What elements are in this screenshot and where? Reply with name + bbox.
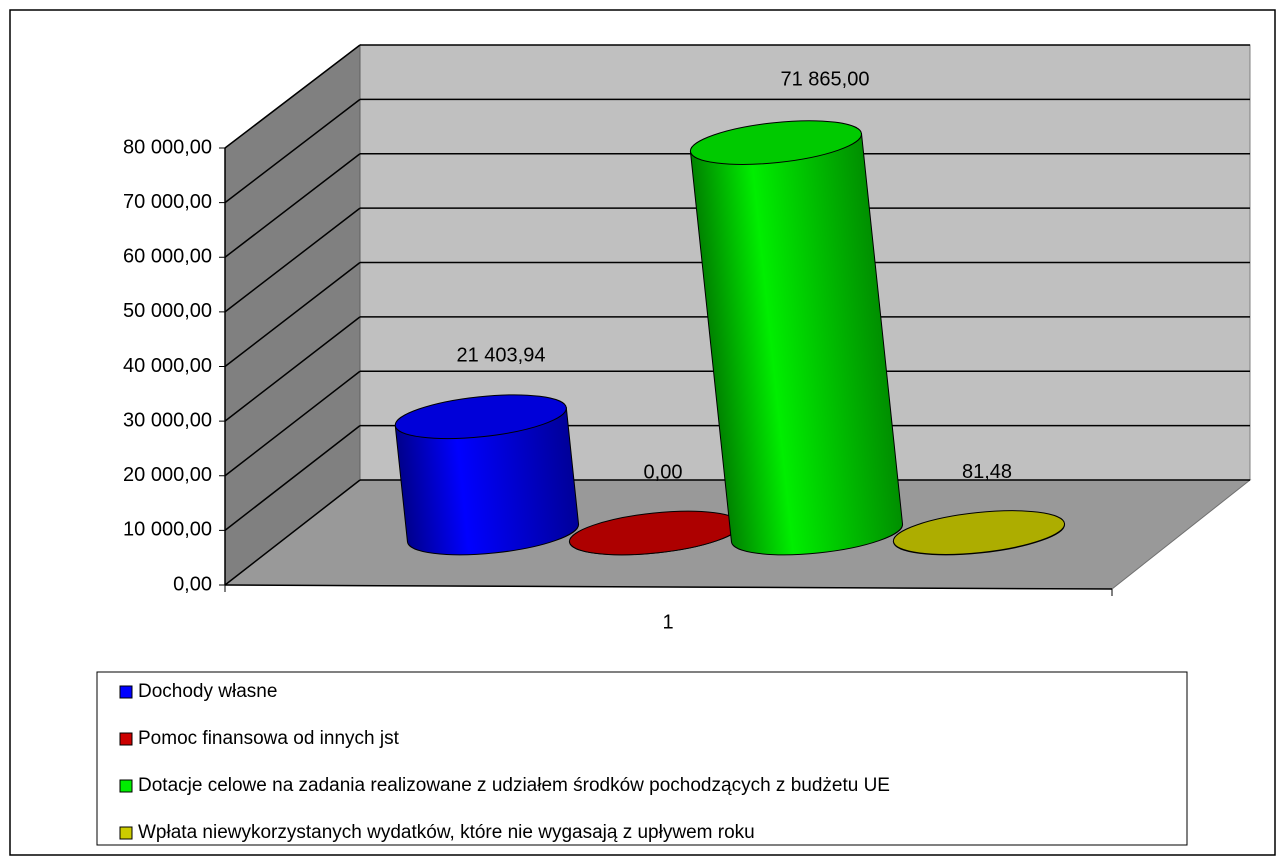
- grid-line: [224, 370, 361, 477]
- x-tick-label: 1: [662, 611, 673, 633]
- cylinder: [689, 120, 904, 556]
- legend-label: Dotacje celowe na zadania realizowane z …: [138, 775, 890, 796]
- grid-line: [224, 207, 361, 313]
- y-tick-label: 20 000,00: [123, 464, 212, 486]
- cylinder: [892, 510, 1066, 556]
- y-tick-label: 10 000,00: [123, 519, 212, 541]
- cylinder: [394, 394, 580, 556]
- data-label: 0,00: [644, 461, 683, 483]
- data-label: 21 403,94: [457, 344, 546, 366]
- y-tick-label: 0,00: [173, 573, 212, 595]
- legend-swatch: [119, 826, 133, 840]
- grid-line: [224, 316, 361, 422]
- legend-label: Pomoc finansowa od innych jst: [138, 728, 400, 749]
- legend: [96, 671, 1188, 846]
- grid-line: [224, 425, 361, 531]
- grid-line: [224, 479, 361, 586]
- y-tick-label: 80 000,00: [123, 136, 212, 158]
- legend-label: Wpłata niewykorzystanych wydatków, które…: [138, 822, 755, 843]
- grid-line: [224, 153, 361, 258]
- y-tick-label: 50 000,00: [123, 300, 212, 322]
- bar: [394, 407, 580, 556]
- grid-line: [224, 261, 361, 368]
- y-tick-label: 60 000,00: [123, 246, 212, 268]
- y-tick-label: 30 000,00: [123, 409, 212, 431]
- legend-label: Dochody własne: [138, 681, 277, 702]
- data-label: 81,48: [962, 461, 1012, 483]
- bar-top: [689, 120, 863, 165]
- legend-swatch: [119, 685, 133, 699]
- legend-swatch: [119, 732, 133, 746]
- legend-swatch: [119, 779, 133, 793]
- x-axis: [224, 584, 1113, 590]
- grid-line: [224, 44, 361, 149]
- y-tick-label: 70 000,00: [123, 191, 212, 213]
- bar-top: [892, 510, 1066, 555]
- bar-top: [394, 394, 567, 440]
- grid-line: [224, 98, 361, 204]
- y-tick-label: 40 000,00: [123, 355, 212, 377]
- data-label: 71 865,00: [781, 69, 870, 91]
- bar: [689, 133, 904, 556]
